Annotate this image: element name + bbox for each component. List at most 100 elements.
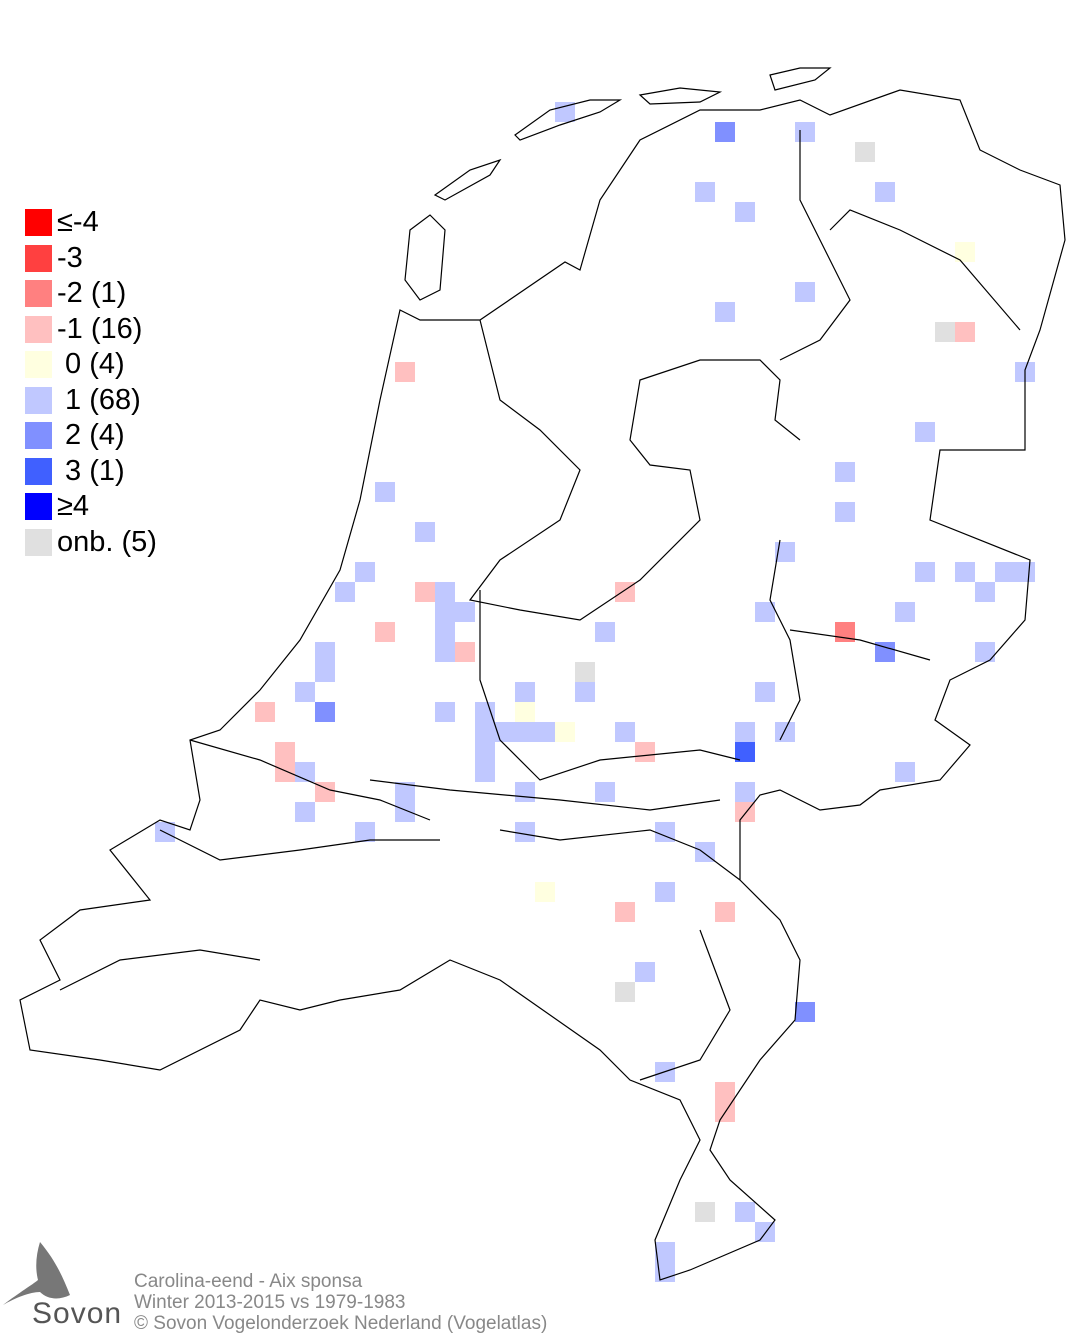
grid-cell: [395, 362, 415, 382]
grid-cell: [595, 782, 615, 802]
legend-item: 1 (68): [25, 383, 157, 419]
copyright-text: © Sovon Vogelonderzoek Nederland (Vogela…: [134, 1313, 548, 1334]
grid-cell: [955, 322, 975, 342]
grid-cell: [455, 602, 475, 622]
grid-cell: [715, 302, 735, 322]
legend-item: ≤-4: [25, 205, 157, 241]
legend-item: 2 (4): [25, 418, 157, 454]
island-texel: [404, 214, 446, 301]
logo-text: Sovon: [32, 1297, 123, 1330]
grid-cell: [735, 742, 755, 762]
grid-cell: [395, 782, 415, 802]
grid-cell: [735, 202, 755, 222]
grid-cell: [515, 782, 535, 802]
species-title: Carolina-eend - Aix sponsa: [134, 1271, 363, 1292]
grid-cell: [915, 422, 935, 442]
grid-cell: [455, 642, 475, 662]
grid-cell: [855, 142, 875, 162]
grid-cell: [655, 1242, 675, 1262]
grid-cell: [515, 722, 535, 742]
grid-cell: [315, 782, 335, 802]
legend-item: -2 (1): [25, 276, 157, 312]
grid-cell: [435, 642, 455, 662]
grid-cell: [555, 722, 575, 742]
grid-cell: [515, 682, 535, 702]
legend-swatch: [25, 493, 52, 521]
grid-cell: [315, 662, 335, 682]
grid-cell: [735, 782, 755, 802]
grid-cell: [795, 122, 815, 142]
grid-cell: [415, 582, 435, 602]
grid-cell: [695, 1202, 715, 1222]
legend-item: 3 (1): [25, 454, 157, 490]
grid-cell: [695, 182, 715, 202]
grid-cell: [375, 622, 395, 642]
grid-cell: [515, 822, 535, 842]
island-terschelling: [514, 99, 623, 141]
grid-cell: [715, 902, 735, 922]
grid-cell: [895, 762, 915, 782]
legend-label: -3: [57, 241, 83, 274]
grid-cell: [595, 622, 615, 642]
grid-cell: [395, 802, 415, 822]
grid-cell: [955, 562, 975, 582]
map-footer: Carolina-eend - Aix sponsa Winter 2013-2…: [134, 1271, 547, 1334]
grid-cell: [875, 642, 895, 662]
grid-cell: [375, 482, 395, 502]
grid-cell: [615, 902, 635, 922]
grid-cell: [495, 722, 515, 742]
grid-cell: [435, 602, 455, 622]
legend-swatch: [25, 280, 52, 308]
ijsselmeer-shore: [468, 319, 801, 621]
grid-cells: [155, 102, 1035, 1282]
swallow-icon: [3, 1242, 70, 1305]
zeeland-water: [59, 739, 440, 991]
grid-cell: [315, 642, 335, 662]
grid-cell: [355, 822, 375, 842]
legend-swatch: [25, 244, 52, 272]
grid-cell: [775, 542, 795, 562]
legend-swatch: [25, 528, 52, 556]
grid-cell: [735, 722, 755, 742]
legend-item: ≥4: [25, 489, 157, 525]
legend-label: 0 (4): [57, 348, 125, 381]
grid-cell: [935, 322, 955, 342]
grid-cell: [535, 882, 555, 902]
grid-cell: [835, 502, 855, 522]
island-ameland: [638, 87, 723, 105]
mainland-outline: [19, 89, 1066, 1281]
grid-cell: [275, 742, 295, 762]
legend-swatch: [25, 351, 52, 379]
grid-cell: [775, 722, 795, 742]
grid-cell: [255, 702, 275, 722]
grid-cell: [435, 582, 455, 602]
province-border-east: [779, 130, 1021, 361]
legend-label: 1 (68): [57, 383, 141, 416]
province-border-south: [499, 829, 741, 1081]
grid-cell: [515, 702, 535, 722]
grid-cell: [735, 1202, 755, 1222]
grid-cell: [295, 682, 315, 702]
grid-cell: [535, 722, 555, 742]
grid-cell: [295, 802, 315, 822]
grid-cell: [835, 462, 855, 482]
sovon-logo: [3, 1242, 70, 1305]
grid-cell: [755, 682, 775, 702]
grid-cell: [995, 562, 1015, 582]
grid-cell: [1015, 562, 1035, 582]
grid-cell: [415, 522, 435, 542]
grid-cell: [275, 762, 295, 782]
legend-item: -1 (16): [25, 312, 157, 348]
grid-cell: [975, 582, 995, 602]
grid-cell: [355, 562, 375, 582]
legend-label: ≤-4: [57, 206, 99, 239]
grid-cell: [635, 962, 655, 982]
grid-cell: [755, 602, 775, 622]
country-outline: [19, 67, 1066, 1281]
grid-cell: [795, 1002, 815, 1022]
grid-cell: [795, 282, 815, 302]
grid-cell: [755, 1222, 775, 1242]
legend-swatch: [25, 315, 52, 343]
grid-cell: [955, 242, 975, 262]
province-border-mid: [369, 539, 931, 811]
